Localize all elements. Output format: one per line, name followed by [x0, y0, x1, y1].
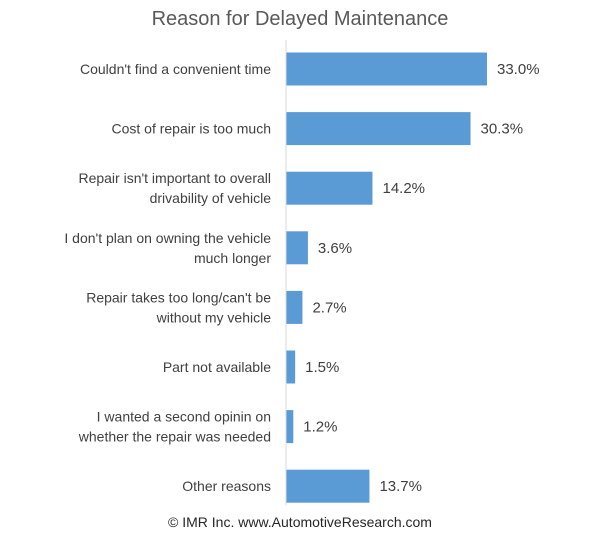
bar-1	[286, 112, 471, 146]
value-label-7: 13.7%	[379, 478, 422, 495]
value-label-2: 14.2%	[382, 180, 425, 197]
copyright-footer: © IMR Inc. www.AutomotiveResearch.com	[168, 514, 432, 530]
category-label-5: Part not available	[163, 359, 271, 375]
category-label-2: Repair isn't important to overall drivabi…	[78, 170, 271, 206]
bar-0	[286, 52, 487, 86]
value-label-6: 1.2%	[303, 419, 337, 436]
bar-4	[286, 290, 303, 324]
value-label-0: 33.0%	[497, 61, 540, 78]
bar-6	[286, 410, 294, 444]
category-label-3: I don't plan on owning the vehicle much l…	[64, 230, 271, 266]
value-label-1: 30.3%	[481, 121, 524, 138]
bar-5	[286, 350, 296, 384]
category-label-4: Repair takes too long/can't be without my…	[86, 289, 271, 325]
value-label-5: 1.5%	[305, 359, 339, 376]
bar-3	[286, 231, 308, 265]
bar-2	[286, 171, 373, 205]
value-label-3: 3.6%	[318, 240, 352, 257]
bar-7	[286, 469, 370, 503]
chart-title: Reason for Delayed Maintenance	[151, 8, 449, 30]
category-label-6: I wanted a second opinin on whether the r…	[78, 409, 271, 445]
category-label-0: Couldn't find a convenient time	[80, 61, 271, 77]
value-label-4: 2.7%	[312, 299, 346, 316]
category-label-7: Other reasons	[182, 478, 271, 494]
category-label-1: Cost of repair is too much	[111, 121, 271, 137]
